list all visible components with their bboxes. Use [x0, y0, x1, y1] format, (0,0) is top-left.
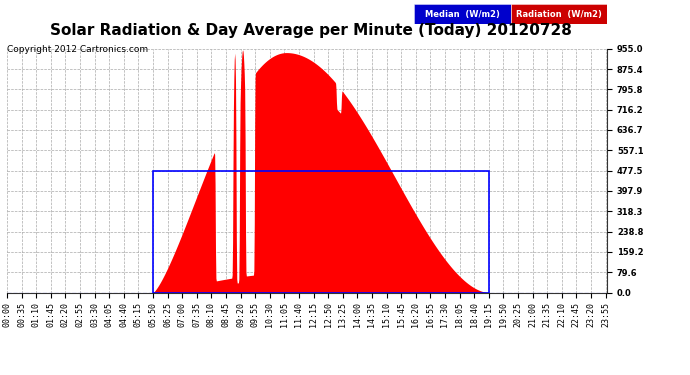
Text: Solar Radiation & Day Average per Minute (Today) 20120728: Solar Radiation & Day Average per Minute…	[50, 22, 571, 38]
Text: Median  (W/m2): Median (W/m2)	[425, 10, 500, 18]
Text: Copyright 2012 Cartronics.com: Copyright 2012 Cartronics.com	[7, 45, 148, 54]
Bar	[153, 171, 489, 292]
Text: Radiation  (W/m2): Radiation (W/m2)	[516, 10, 602, 18]
